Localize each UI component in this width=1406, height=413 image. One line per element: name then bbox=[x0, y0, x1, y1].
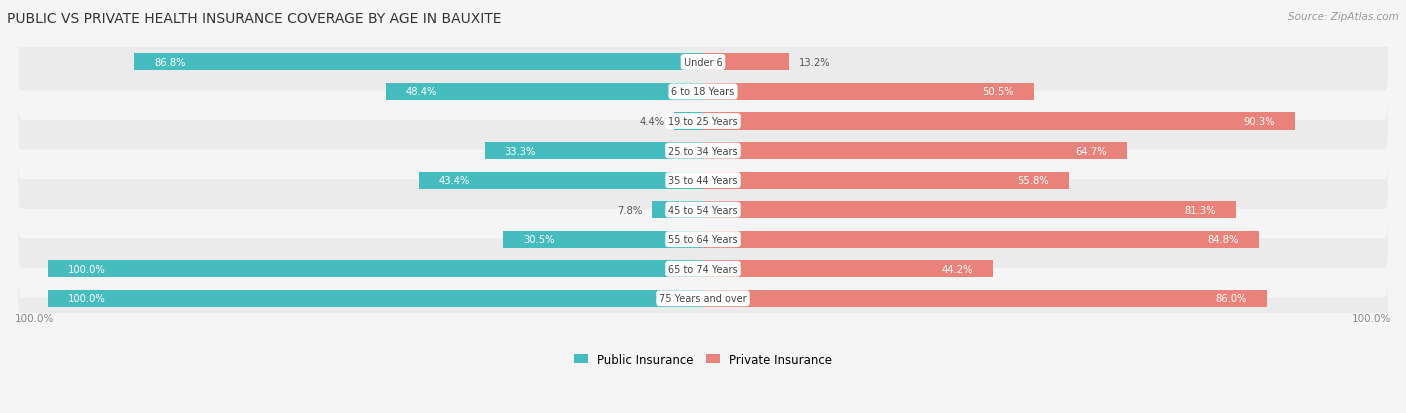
FancyBboxPatch shape bbox=[18, 34, 1388, 91]
FancyBboxPatch shape bbox=[18, 211, 1388, 268]
Bar bbox=[703, 113, 1295, 130]
Text: 100.0%: 100.0% bbox=[67, 294, 105, 304]
Text: 4.4%: 4.4% bbox=[640, 117, 665, 127]
Bar bbox=[703, 261, 993, 278]
Bar bbox=[703, 202, 1236, 219]
Legend: Public Insurance, Private Insurance: Public Insurance, Private Insurance bbox=[574, 353, 832, 366]
Text: 84.8%: 84.8% bbox=[1208, 235, 1239, 244]
Text: 100.0%: 100.0% bbox=[67, 264, 105, 274]
Text: 86.8%: 86.8% bbox=[153, 58, 186, 68]
Text: 7.8%: 7.8% bbox=[617, 205, 643, 215]
Text: 90.3%: 90.3% bbox=[1243, 117, 1275, 127]
Bar bbox=[703, 84, 1033, 101]
Text: Source: ZipAtlas.com: Source: ZipAtlas.com bbox=[1288, 12, 1399, 22]
FancyBboxPatch shape bbox=[18, 93, 1388, 150]
Text: 30.5%: 30.5% bbox=[523, 235, 554, 244]
Text: 50.5%: 50.5% bbox=[983, 87, 1014, 97]
Text: 19 to 25 Years: 19 to 25 Years bbox=[668, 117, 738, 127]
Text: 86.0%: 86.0% bbox=[1215, 294, 1247, 304]
Text: 100.0%: 100.0% bbox=[1351, 313, 1391, 323]
Text: 44.2%: 44.2% bbox=[942, 264, 973, 274]
Text: 48.4%: 48.4% bbox=[405, 87, 437, 97]
Bar bbox=[385, 84, 703, 101]
Text: 33.3%: 33.3% bbox=[505, 146, 536, 156]
Bar bbox=[703, 172, 1069, 189]
Text: 55 to 64 Years: 55 to 64 Years bbox=[668, 235, 738, 244]
FancyBboxPatch shape bbox=[18, 270, 1388, 327]
Text: 25 to 34 Years: 25 to 34 Years bbox=[668, 146, 738, 156]
Bar bbox=[485, 142, 703, 160]
FancyBboxPatch shape bbox=[18, 64, 1388, 121]
Text: 75 Years and over: 75 Years and over bbox=[659, 294, 747, 304]
Text: PUBLIC VS PRIVATE HEALTH INSURANCE COVERAGE BY AGE IN BAUXITE: PUBLIC VS PRIVATE HEALTH INSURANCE COVER… bbox=[7, 12, 502, 26]
Text: 43.4%: 43.4% bbox=[439, 176, 470, 186]
FancyBboxPatch shape bbox=[18, 152, 1388, 209]
Bar bbox=[703, 54, 790, 71]
FancyBboxPatch shape bbox=[18, 240, 1388, 298]
FancyBboxPatch shape bbox=[18, 123, 1388, 180]
Bar bbox=[652, 202, 703, 219]
Bar bbox=[48, 261, 703, 278]
FancyBboxPatch shape bbox=[18, 182, 1388, 239]
Text: 35 to 44 Years: 35 to 44 Years bbox=[668, 176, 738, 186]
Bar bbox=[419, 172, 703, 189]
Text: 45 to 54 Years: 45 to 54 Years bbox=[668, 205, 738, 215]
Text: Under 6: Under 6 bbox=[683, 58, 723, 68]
Text: 65 to 74 Years: 65 to 74 Years bbox=[668, 264, 738, 274]
Bar bbox=[673, 113, 703, 130]
Text: 64.7%: 64.7% bbox=[1076, 146, 1108, 156]
Bar bbox=[703, 142, 1128, 160]
Text: 55.8%: 55.8% bbox=[1018, 176, 1049, 186]
Bar bbox=[503, 231, 703, 248]
Text: 100.0%: 100.0% bbox=[15, 313, 55, 323]
Bar bbox=[703, 290, 1267, 307]
Text: 6 to 18 Years: 6 to 18 Years bbox=[672, 87, 734, 97]
Bar bbox=[703, 231, 1258, 248]
Text: 81.3%: 81.3% bbox=[1184, 205, 1216, 215]
Bar bbox=[134, 54, 703, 71]
Text: 13.2%: 13.2% bbox=[800, 58, 831, 68]
Bar bbox=[48, 290, 703, 307]
